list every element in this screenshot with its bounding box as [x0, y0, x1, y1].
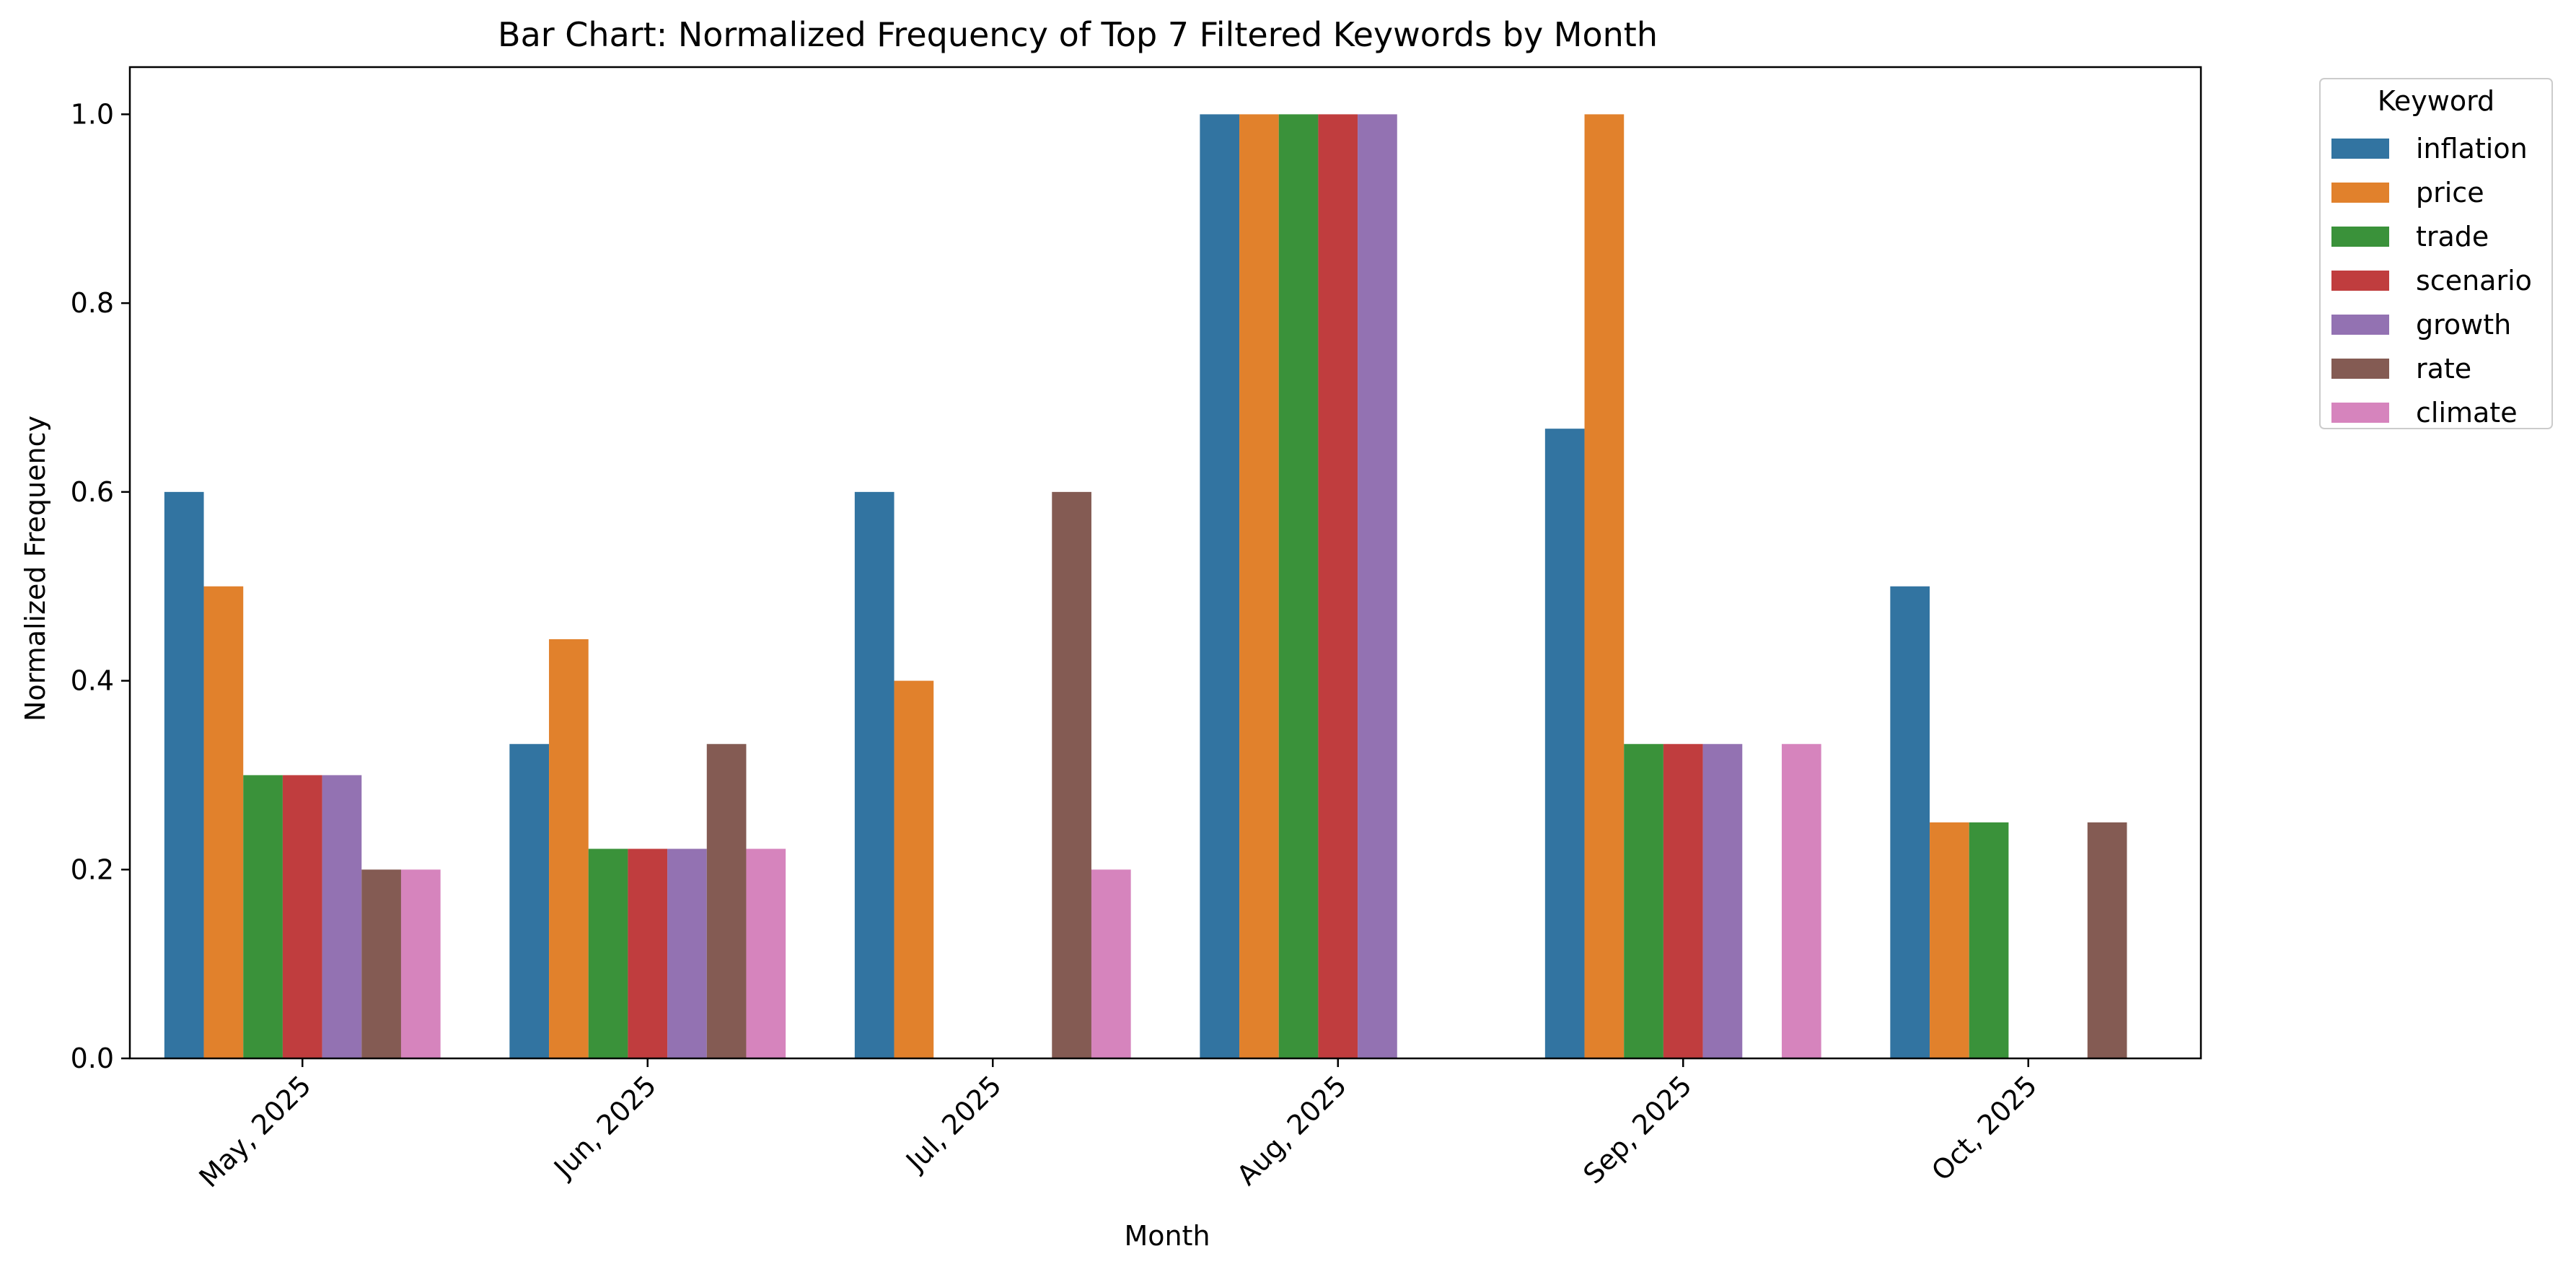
- bar-trade-5: [1624, 744, 1663, 1058]
- legend-title: Keyword: [2378, 85, 2494, 117]
- bar-scenario-2: [628, 848, 668, 1058]
- legend-swatch-price: [2331, 183, 2389, 203]
- bar-trade-1: [243, 775, 283, 1058]
- legend-label-trade: trade: [2416, 221, 2489, 253]
- legend-label-scenario: scenario: [2416, 265, 2532, 297]
- legend-swatch-growth: [2331, 315, 2389, 335]
- plot-frame: [128, 66, 2202, 1060]
- legend-swatch-trade: [2331, 227, 2389, 247]
- legend-swatch-inflation: [2331, 139, 2389, 159]
- bar-growth-5: [1702, 744, 1743, 1058]
- bar-trade-6: [1969, 822, 2009, 1058]
- bar-price-5: [1584, 114, 1625, 1059]
- chart-title: Bar Chart: Normalized Frequency of Top 7…: [498, 15, 1658, 54]
- x-tick-label: Jul, 2025: [899, 1069, 1007, 1177]
- plot-area: [128, 66, 2202, 1060]
- x-tick-label: May, 2025: [193, 1069, 317, 1193]
- bar-growth-1: [322, 775, 362, 1058]
- y-tick-label: 1.0: [71, 98, 114, 130]
- bar-inflation-6: [1890, 586, 1930, 1058]
- bar-inflation-3: [854, 491, 894, 1058]
- x-axis-label: Month: [1124, 1220, 1210, 1252]
- legend-label-rate: rate: [2416, 353, 2471, 385]
- bar-rate-2: [706, 744, 747, 1058]
- legend-label-price: price: [2416, 177, 2484, 209]
- legend-swatch-climate: [2331, 403, 2389, 423]
- legend-label-climate: climate: [2416, 397, 2518, 429]
- bar-inflation-4: [1200, 114, 1240, 1059]
- y-axis-label: Normalized Frequency: [19, 416, 51, 721]
- bar-price-1: [203, 586, 244, 1058]
- bar-trade-4: [1278, 114, 1319, 1059]
- bar-climate-2: [746, 848, 786, 1058]
- legend-swatch-scenario: [2331, 271, 2389, 291]
- legend-label-inflation: inflation: [2416, 133, 2528, 164]
- bar-inflation-5: [1544, 429, 1585, 1058]
- legend-box: [2319, 78, 2553, 429]
- y-tick-label: 0.4: [71, 665, 114, 697]
- y-axis: 0.0 0.2 0.4 0.6 0.8 1.0: [71, 98, 130, 1074]
- bar-growth-4: [1358, 114, 1397, 1059]
- bar-price-2: [549, 638, 589, 1058]
- bar-scenario-1: [282, 775, 322, 1058]
- bar-rate-6: [2087, 822, 2127, 1058]
- x-tick-label: Oct, 2025: [1925, 1069, 2043, 1187]
- bar-price-6: [1930, 822, 1969, 1058]
- bar-climate-3: [1091, 869, 1131, 1058]
- y-tick-label: 0.2: [71, 853, 114, 885]
- bar-scenario-5: [1663, 744, 1703, 1058]
- legend-swatch-rate: [2331, 359, 2389, 379]
- x-axis: May, 2025 Jun, 2025 Jul, 2025 Aug, 2025 Sep,…: [193, 1058, 2043, 1193]
- y-tick-label: 0.0: [71, 1043, 114, 1074]
- x-tick-label: Sep, 2025: [1577, 1069, 1697, 1190]
- bar-climate-1: [400, 869, 441, 1058]
- x-tick-label: Jun, 2025: [547, 1069, 662, 1185]
- x-tick-label: Aug, 2025: [1231, 1069, 1353, 1191]
- bar-growth-2: [667, 848, 707, 1058]
- legend: Keyword inflation price trade scenario growth…: [2319, 78, 2553, 429]
- bar-trade-2: [588, 848, 628, 1058]
- bar-inflation-1: [164, 491, 204, 1058]
- bar-rate-3: [1052, 491, 1091, 1058]
- bar-rate-1: [361, 869, 401, 1058]
- y-tick-label: 0.6: [71, 476, 114, 508]
- y-tick-label: 0.8: [71, 287, 114, 319]
- bar-scenario-4: [1318, 114, 1358, 1059]
- legend-label-growth: growth: [2416, 309, 2511, 341]
- bar-price-4: [1239, 114, 1279, 1059]
- bar-inflation-2: [509, 744, 550, 1058]
- bar-climate-5: [1781, 744, 1821, 1058]
- bar-price-3: [894, 680, 934, 1058]
